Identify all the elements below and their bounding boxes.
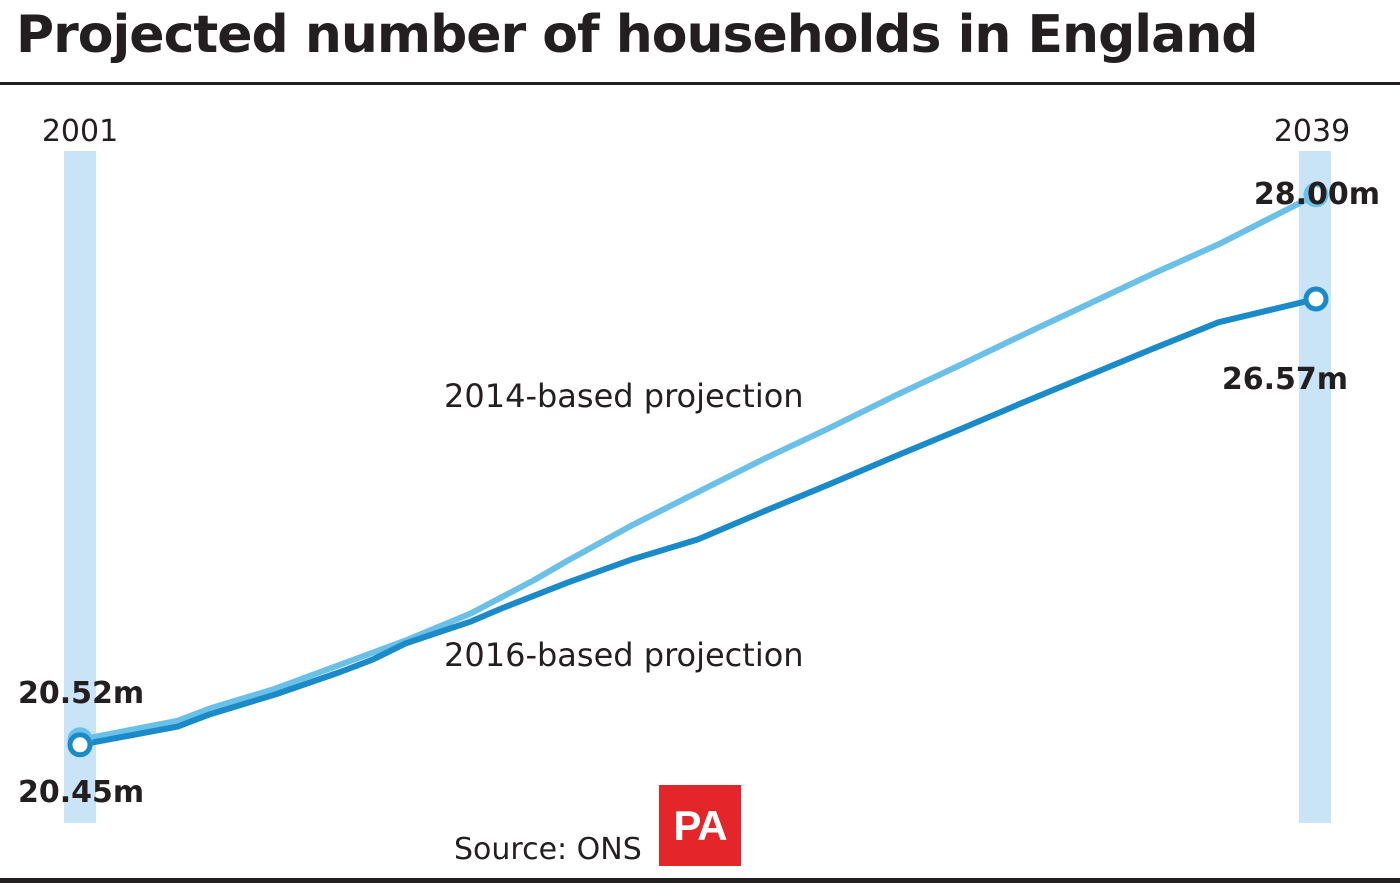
point-2016-start [67,732,93,758]
year-band-end [1299,151,1331,823]
year-label-end: 2039 [1274,114,1350,149]
source-note: Source: ONS [454,832,642,867]
bottom-rule [0,878,1400,883]
start-value-2014: 20.52m [18,676,144,711]
year-label-start: 2001 [42,114,118,149]
series-label-2014: 2014-based projection [444,377,804,415]
top-rule [0,82,1400,85]
year-band-start [64,151,96,823]
series-line-2016 [77,296,1319,748]
series-label-2016: 2016-based projection [444,636,804,674]
series-line-2014 [77,191,1319,743]
chart-title: Projected number of households in Englan… [16,5,1258,65]
end-value-2014: 28.00m [1254,177,1380,212]
point-2016-end [1303,286,1329,312]
point-2014-end [1303,182,1329,208]
start-value-2016: 20.45m [18,775,144,810]
end-value-2016: 26.57m [1222,362,1348,397]
pa-logo: PA [659,785,741,866]
